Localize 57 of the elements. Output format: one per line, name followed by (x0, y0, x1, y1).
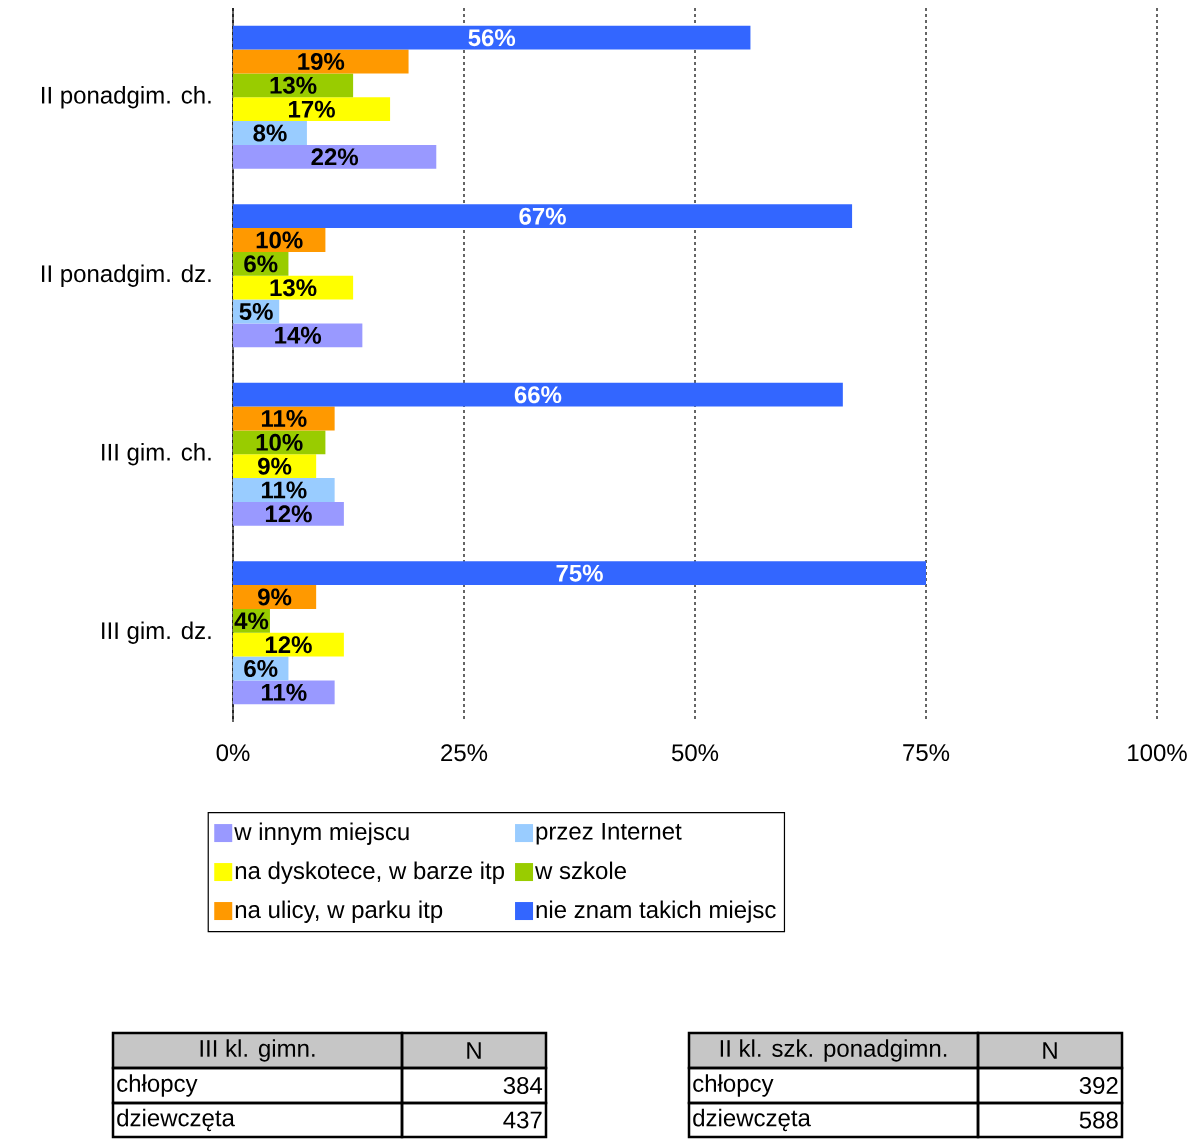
bar (233, 97, 391, 122)
data-label: 4% (234, 612, 269, 630)
text: dziewczęta (693, 1108, 811, 1132)
data-label: 11% (261, 410, 307, 427)
legend-label: w szkole (535, 861, 626, 880)
data-label: 13% (270, 279, 317, 297)
text: III kl. gimn. (200, 1039, 315, 1062)
data-label: 9% (258, 457, 292, 475)
data-label: 11% (261, 683, 307, 701)
data-label: 6% (244, 255, 278, 273)
text: N (1043, 1042, 1057, 1059)
data-label: 10% (256, 433, 303, 451)
legend-label: w innym miejscu (234, 822, 409, 845)
text: 384 (503, 1077, 543, 1094)
y-tick-label: III gim. dz. (102, 621, 211, 644)
text: 588 (1079, 1111, 1118, 1129)
data-label: 66% (514, 386, 562, 404)
data-label: 8% (253, 124, 287, 142)
data-label: 17% (289, 100, 335, 118)
data-label: 13% (270, 76, 317, 94)
x-tick-label: 0% (216, 744, 250, 762)
data-label: 22% (311, 148, 359, 166)
data-label: 12% (265, 636, 312, 654)
bar (233, 382, 843, 407)
x-tick-label: 25% (441, 744, 488, 762)
legend-label: na dyskotece, w barze itp (235, 861, 504, 884)
data-label: 6% (244, 660, 278, 677)
y-tick-label: II ponadgim. dz. (42, 264, 211, 287)
legend-label: przez Internet (536, 823, 682, 845)
data-label: 12% (265, 505, 312, 523)
text: dziewczęta (117, 1108, 235, 1132)
text: 392 (1079, 1077, 1118, 1094)
data-label: 10% (256, 231, 303, 249)
legend-label: nie znam takich miejsc (536, 900, 776, 923)
text: chłopcy (117, 1074, 198, 1097)
data-label: 9% (258, 588, 292, 606)
x-tick-label: 75% (903, 744, 950, 762)
data-label: 56% (468, 29, 516, 47)
data-label: 14% (275, 326, 322, 344)
data-label: 67% (519, 207, 566, 225)
x-tick-label: 100% (1128, 744, 1187, 762)
text: II kl. szk. ponadgimn. (720, 1039, 947, 1062)
data-label: 19% (298, 53, 345, 70)
data-label: 11% (261, 481, 307, 499)
text: 437 (503, 1111, 542, 1129)
bar (233, 204, 853, 229)
text: N (467, 1042, 481, 1059)
legend-label: na ulicy, w parku itp (235, 900, 443, 923)
data-label: 75% (556, 564, 603, 582)
y-tick-label: II ponadgim. ch. (42, 86, 211, 109)
x-tick-label: 50% (671, 744, 719, 762)
y-tick-label: III gim. ch. (102, 443, 211, 466)
bar (233, 25, 751, 50)
data-label: 5% (239, 303, 273, 320)
text: chłopcy (693, 1074, 774, 1097)
bar (233, 561, 927, 586)
bar (233, 144, 437, 169)
